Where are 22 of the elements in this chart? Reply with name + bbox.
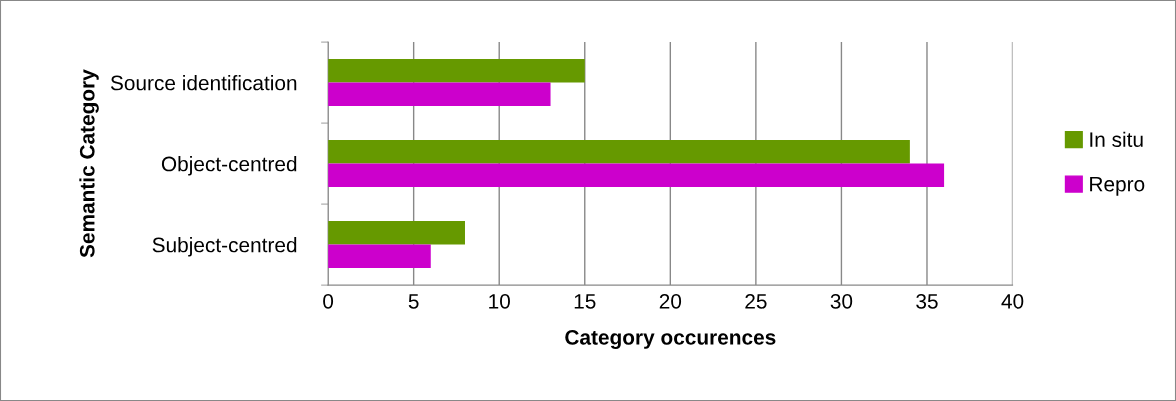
x-tick-label: 0 xyxy=(323,293,334,309)
x-tick-label: 15 xyxy=(574,294,596,309)
y-tick-label: Source identification xyxy=(110,75,297,91)
y-axis-title: Semantic Category xyxy=(79,69,99,258)
x-tick-label: 10 xyxy=(489,293,510,309)
y-tick-label: Object-centred xyxy=(161,156,297,176)
x-axis-title: Category occurences xyxy=(565,329,776,349)
x-tick-label: 20 xyxy=(659,293,682,309)
x-tick-label: 5 xyxy=(408,294,419,309)
legend-label: In situ xyxy=(1090,131,1143,147)
x-tick-label: 35 xyxy=(916,293,938,309)
bar xyxy=(328,244,431,269)
bar xyxy=(328,82,551,107)
bar xyxy=(328,163,945,188)
bar xyxy=(328,59,585,83)
bar xyxy=(328,221,465,245)
y-tick-label: Subject-centred xyxy=(152,237,297,257)
x-tick-label: 25 xyxy=(745,293,767,309)
x-tick-label: 30 xyxy=(830,293,853,309)
bar xyxy=(328,140,910,164)
legend-label: Repro xyxy=(1090,176,1145,196)
x-tick-label: 40 xyxy=(1001,293,1024,309)
